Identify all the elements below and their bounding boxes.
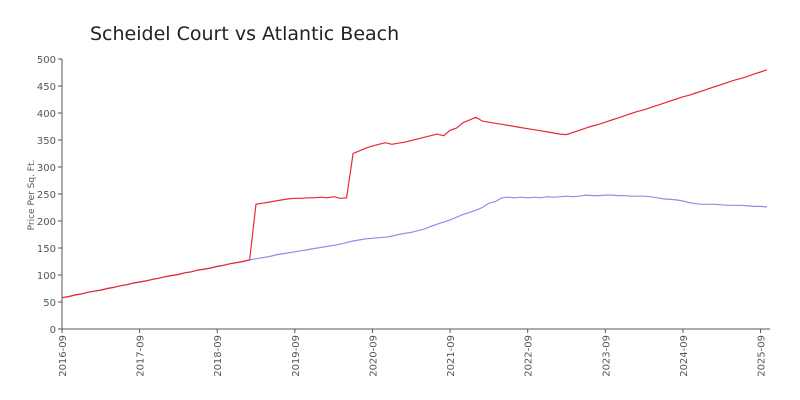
y-tick-label: 450 [37,82,56,93]
y-tick-label: 250 [37,190,56,201]
x-tick-label: 2022-09 [524,335,535,377]
y-tick-label: 300 [37,163,56,174]
chart-title: Scheidel Court vs Atlantic Beach [90,23,399,45]
series-line [61,69,768,299]
y-tick-label: 350 [37,136,56,147]
y-tick-label: 100 [37,271,56,282]
x-tick-label: 2023-09 [601,335,612,377]
x-tick-label: 2018-09 [213,335,224,377]
x-tick-label: 2025-09 [757,335,768,377]
x-tick-label: 2017-09 [136,335,147,377]
y-tick-label: 0 [50,325,56,336]
y-tick-label: 50 [43,298,56,309]
x-tick-label: 2021-09 [446,335,457,377]
y-tick-label: 200 [37,217,56,228]
x-tick-label: 2020-09 [368,335,379,377]
x-tick-label: 2024-09 [679,335,690,377]
series-line [61,194,768,299]
x-tick-label: 2019-09 [291,335,302,377]
y-tick-label: 400 [37,109,56,120]
x-tick-label: 2016-09 [58,335,69,377]
y-tick-label: 500 [37,55,56,66]
y-tick-label: 150 [37,244,56,255]
y-axis-label: Price Per Sq. Ft. [27,160,37,231]
